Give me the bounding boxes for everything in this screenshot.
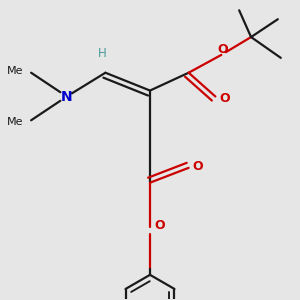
Text: Me: Me	[7, 117, 24, 127]
Text: O: O	[220, 92, 230, 105]
Text: H: H	[98, 47, 107, 60]
Text: O: O	[154, 219, 165, 232]
Text: O: O	[193, 160, 203, 173]
Text: Me: Me	[7, 66, 24, 76]
Text: O: O	[218, 43, 228, 56]
Text: N: N	[61, 89, 73, 103]
